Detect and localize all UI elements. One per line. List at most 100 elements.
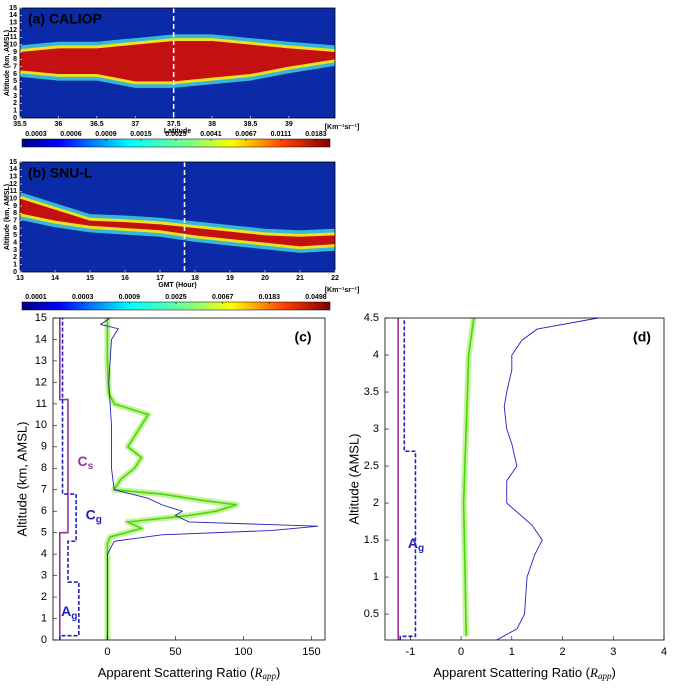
x-axis-label-part: app bbox=[262, 671, 276, 681]
colorbar-tick-label: 0.0067 bbox=[235, 131, 257, 138]
annotation-text: C bbox=[77, 453, 87, 469]
y-tick-label: 4 bbox=[13, 86, 17, 93]
step-line bbox=[58, 318, 69, 640]
dashed-line bbox=[399, 318, 417, 640]
annotation-sub: g bbox=[418, 542, 424, 553]
line-line bbox=[496, 317, 599, 641]
y-tick-label: 0 bbox=[13, 269, 17, 276]
y-tick-label: 3 bbox=[41, 570, 47, 582]
panel-title: (c) bbox=[294, 329, 311, 345]
colorbar-tick-label: 0.0009 bbox=[95, 131, 117, 138]
plot-area bbox=[385, 318, 664, 640]
annotation: Ag bbox=[61, 603, 77, 622]
y-tick-label: 0 bbox=[13, 115, 17, 122]
colorbar-tick-label: 0.0025 bbox=[165, 294, 187, 301]
annotation-text: A bbox=[408, 534, 418, 550]
y-tick-label: 8 bbox=[13, 56, 17, 63]
x-tick-label: 36.5 bbox=[90, 121, 104, 128]
y-tick-label: 12 bbox=[9, 27, 17, 34]
y-tick-label: 3 bbox=[373, 423, 379, 435]
annotation-sub: s bbox=[88, 460, 94, 471]
y-tick-label: 9 bbox=[13, 203, 17, 210]
plot-frame bbox=[52, 317, 326, 641]
x-axis-label-part: Apparent Scattering Ratio ( bbox=[433, 665, 590, 680]
y-axis-label: Altitude (km, AMSL) bbox=[4, 30, 11, 96]
y-tick-label: 5 bbox=[41, 527, 47, 539]
y-tick-label: 12 bbox=[35, 376, 47, 388]
colorbar-tick-label: 0.0025 bbox=[165, 131, 187, 138]
x-tick-label: 19 bbox=[226, 275, 234, 282]
colorbar-unit: [Km⁻¹sr⁻¹] bbox=[325, 287, 360, 294]
colorbar-tick-label: 0.0183 bbox=[305, 131, 327, 138]
x-tick-label: 18 bbox=[191, 275, 199, 282]
y-tick-label: 1 bbox=[13, 108, 17, 115]
colorbar-tick-label: 0.0003 bbox=[25, 131, 47, 138]
y-tick-label: 9 bbox=[41, 441, 47, 453]
x-axis-label-part: Apparent Scattering Ratio ( bbox=[98, 665, 255, 680]
y-tick-label: 4 bbox=[41, 548, 47, 560]
colorbar-tick-label: 0.0183 bbox=[259, 294, 281, 301]
y-tick-label: 14 bbox=[9, 166, 17, 173]
y-tick-label: 4 bbox=[13, 240, 17, 247]
y-tick-label: 5 bbox=[13, 78, 17, 85]
y-tick-label: 1 bbox=[41, 612, 47, 624]
plot-area bbox=[53, 318, 325, 640]
layer bbox=[20, 41, 335, 82]
x-axis-label-part: app bbox=[598, 671, 612, 681]
y-tick-label: 1.5 bbox=[364, 534, 379, 546]
x-tick-label: 36 bbox=[55, 121, 63, 128]
y-tick-label: 7 bbox=[41, 484, 47, 496]
y-tick-label: 15 bbox=[9, 5, 17, 12]
x-tick-label: 37 bbox=[131, 121, 139, 128]
y-tick-label: 6 bbox=[13, 71, 17, 78]
y-tick-label: 5 bbox=[13, 232, 17, 239]
x-tick-label: 100 bbox=[234, 646, 252, 658]
x-axis-label: Latitude bbox=[164, 128, 191, 135]
y-tick-label: 2 bbox=[41, 591, 47, 603]
x-tick-label: 39 bbox=[285, 121, 293, 128]
y-tick-label: 0 bbox=[41, 634, 47, 646]
y-tick-label: 0.5 bbox=[364, 608, 379, 620]
layer bbox=[20, 198, 335, 247]
y-tick-label: 13 bbox=[35, 355, 47, 367]
plot-frame bbox=[19, 161, 336, 273]
annotation-text: A bbox=[61, 603, 71, 619]
y-axis-label: Altitude (AMSL) bbox=[346, 433, 361, 524]
x-tick-label: 13 bbox=[16, 275, 24, 282]
x-tick-label: 50 bbox=[169, 646, 181, 658]
colorbar-unit: [Km⁻¹sr⁻¹] bbox=[325, 124, 360, 131]
y-tick-label: 8 bbox=[13, 210, 17, 217]
y-tick-label: 6 bbox=[41, 505, 47, 517]
y-tick-label: 13 bbox=[9, 174, 17, 181]
x-tick-label: 14 bbox=[51, 275, 59, 282]
annotation: Ag bbox=[408, 534, 424, 553]
y-tick-label: 2 bbox=[373, 497, 379, 509]
x-axis-label: Apparent Scattering Ratio (Rapp) bbox=[98, 665, 281, 681]
y-tick-label: 8 bbox=[41, 462, 47, 474]
panel-title: (d) bbox=[633, 329, 651, 345]
y-axis-label: Altitude (km, AMSL) bbox=[4, 184, 11, 250]
x-tick-label: 0 bbox=[104, 646, 110, 658]
y-tick-label: 9 bbox=[13, 49, 17, 56]
x-axis-label-part: R bbox=[589, 665, 598, 680]
y-tick-label: 4.5 bbox=[364, 312, 379, 324]
x-tick-label: 15 bbox=[86, 275, 94, 282]
x-tick-label: 21 bbox=[296, 275, 304, 282]
x-tick-label: 4 bbox=[661, 646, 667, 658]
plot-frame bbox=[384, 317, 665, 641]
y-tick-label: 10 bbox=[9, 196, 17, 203]
line-line bbox=[99, 317, 319, 640]
y-tick-label: 14 bbox=[9, 12, 17, 19]
y-axis-label: Altitude (km, AMSL) bbox=[14, 422, 29, 537]
x-tick-label: -1 bbox=[405, 646, 415, 658]
y-tick-label: 11 bbox=[10, 188, 18, 195]
y-tick-label: 4 bbox=[373, 349, 379, 361]
colorbar-tick-label: 0.0498 bbox=[305, 294, 327, 301]
panel-title: (a) CALIOP bbox=[28, 11, 102, 27]
y-tick-label: 1 bbox=[373, 571, 379, 583]
colorbar-tick-label: 0.0001 bbox=[25, 294, 47, 301]
y-tick-label: 6 bbox=[13, 225, 17, 232]
colorbar-tick-label: 0.0111 bbox=[271, 131, 292, 138]
x-tick-label: 2 bbox=[559, 646, 565, 658]
x-tick-label: 20 bbox=[261, 275, 269, 282]
